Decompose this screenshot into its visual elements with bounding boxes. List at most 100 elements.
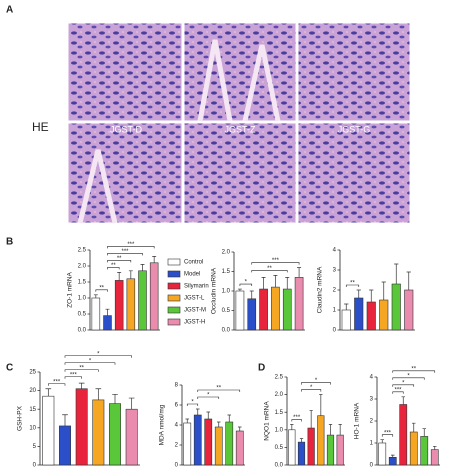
y-tick-label: 2.5 <box>78 248 87 254</box>
y-tick-label: 1.0 <box>275 427 284 433</box>
significance-bracket <box>197 389 241 392</box>
bar <box>225 421 234 466</box>
error-bar <box>309 410 313 429</box>
significance-label: * <box>407 373 410 379</box>
significance-label: ** <box>79 365 84 371</box>
bar <box>214 426 223 466</box>
bar <box>75 388 88 466</box>
significance-bracket <box>345 284 360 287</box>
significance-bracket <box>64 362 116 365</box>
significance-label: * <box>310 385 313 391</box>
panel-label: A <box>6 5 13 16</box>
y-tick-label: 2 <box>370 419 374 425</box>
error-bar <box>401 396 406 405</box>
bar <box>336 434 344 466</box>
y-axis-label: MDA nmol/mg <box>159 404 166 445</box>
significance-bracket <box>251 270 288 273</box>
bar <box>288 429 296 466</box>
error-bar <box>406 271 411 290</box>
significance-bracket <box>301 382 331 385</box>
legend-label: JGST-H <box>184 320 205 326</box>
significance-label: *** <box>394 387 402 393</box>
bar <box>404 289 414 331</box>
significance-bracket <box>291 419 302 422</box>
significance-label: * <box>207 393 210 399</box>
bar <box>235 290 245 331</box>
significance-bracket <box>197 396 220 399</box>
bar <box>317 415 325 466</box>
legend-swatch <box>167 282 181 290</box>
bar <box>379 299 389 331</box>
significance-bracket <box>392 384 415 387</box>
y-tick-label: 2.5 <box>275 375 284 381</box>
significance-label: *** <box>384 430 392 436</box>
y-axis-label: ZO-1 mRNA <box>67 271 74 307</box>
error-bar <box>117 272 122 281</box>
error-bar <box>105 308 110 316</box>
error-bar <box>299 438 304 443</box>
bar <box>297 441 306 466</box>
y-tick-label: 0.5 <box>275 445 284 451</box>
y-axis-label: Claudin2 mRNA <box>317 266 324 313</box>
bar <box>59 425 71 466</box>
error-bar <box>273 275 278 288</box>
panel-label: B <box>6 237 13 248</box>
error-bar <box>381 281 386 300</box>
y-tick-label: 0.0 <box>222 328 231 334</box>
y-tick-label: 4 <box>370 375 374 381</box>
error-bar <box>422 428 427 437</box>
panel-label: C <box>6 363 13 374</box>
significance-label: *** <box>121 249 129 255</box>
bar <box>391 283 401 331</box>
significance-label: * <box>89 358 92 364</box>
y-tick-label: 10 <box>29 425 36 431</box>
image <box>67 122 183 224</box>
y-tick-label: 0.0 <box>78 328 87 334</box>
bar <box>42 395 55 466</box>
y-tick-label: 1.0 <box>78 296 87 302</box>
image-label: Silymarin <box>335 10 372 20</box>
error-bar <box>369 289 374 302</box>
y-tick-label: 6 <box>175 403 179 409</box>
y-tick-label: 2.0 <box>275 392 284 398</box>
y-tick-label: 20 <box>29 388 36 394</box>
significance-label: *** <box>127 242 135 248</box>
error-bar <box>195 408 200 415</box>
y-tick-label: 0 <box>33 463 37 469</box>
error-bar <box>285 277 290 290</box>
error-bar <box>93 294 98 298</box>
bar <box>326 434 335 466</box>
error-bar <box>128 397 135 410</box>
y-tick-label: 3 <box>333 268 337 274</box>
bar <box>149 262 159 331</box>
image-label: JGST-Z <box>225 124 257 134</box>
stain-label: HE <box>32 120 49 134</box>
error-bar <box>237 288 242 291</box>
legend-label: Silymarin <box>184 284 209 290</box>
y-tick-label: 2.0 <box>78 264 87 270</box>
legend-swatch <box>167 318 181 326</box>
error-bar <box>216 421 221 427</box>
significance-bracket <box>392 391 404 394</box>
significance-label: *** <box>272 258 280 264</box>
significance-label: ** <box>216 386 221 392</box>
significance-bracket <box>64 355 132 358</box>
y-tick-label: 0.0 <box>275 463 284 469</box>
histology <box>67 22 411 224</box>
y-tick-label: 3 <box>370 397 374 403</box>
bar <box>138 270 147 331</box>
image-label: JGST-G <box>338 124 371 134</box>
bar <box>109 403 121 466</box>
bar <box>399 404 408 466</box>
y-axis-label: NQO1 mRNA <box>264 401 271 441</box>
bar <box>409 431 418 466</box>
y-tick-label: 2 <box>175 443 179 449</box>
bar <box>126 278 136 331</box>
y-tick-label: 1.5 <box>78 280 87 286</box>
significance-bracket <box>64 369 99 372</box>
error-bar <box>261 277 266 290</box>
significance-bracket <box>48 383 66 386</box>
bar <box>114 280 124 331</box>
error-bar <box>112 393 118 404</box>
error-bar <box>140 264 145 271</box>
